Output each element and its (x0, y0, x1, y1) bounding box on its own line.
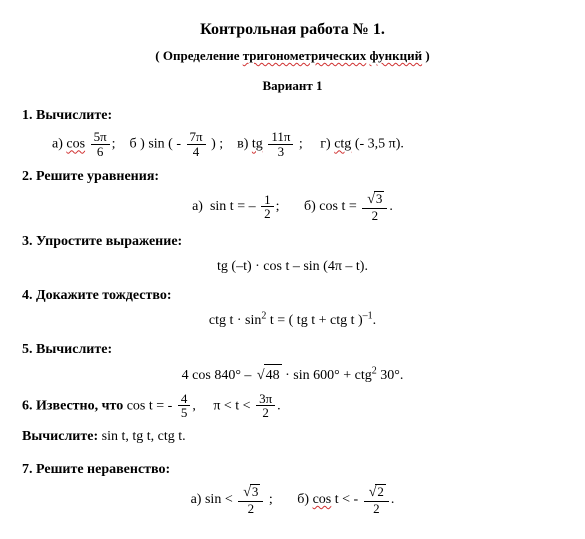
task2-b-den: 2 (362, 209, 387, 223)
task7-a-label: а) (191, 492, 202, 507)
task6-range-frac: 3π 2 (256, 392, 275, 420)
task1-b-den: 4 (187, 145, 206, 159)
variant-label: Вариант 1 (22, 76, 563, 96)
task7-b-mid: t < - (335, 492, 358, 507)
task4-left: ctg t · sin (209, 313, 262, 328)
task1-a-sep: ; (112, 136, 116, 151)
task7-b-end: . (391, 492, 395, 507)
task2-b-frac: 3 2 (362, 191, 387, 222)
task2-a-lhs: sin t = – (210, 199, 256, 214)
task2-a-den: 2 (261, 207, 274, 221)
page-title: Контрольная работа № 1. (22, 18, 563, 42)
task5-heading: 5. Вычислите: (22, 339, 563, 360)
task4-mid: t = ( tg t + ctg t ) (266, 313, 362, 328)
task7-b-num: 2 (364, 484, 389, 502)
task1-b-num: 7π (187, 130, 206, 145)
task1-a-frac: 5π 6 (91, 130, 110, 158)
task6-range-num: 3π (256, 392, 275, 407)
task7-a-num: 3 (238, 484, 263, 502)
task2-b-num: 3 (362, 191, 387, 209)
task3-expression: tg (–t) · cos t – sin (4π – t). (22, 256, 563, 277)
task1-expression: а) cos 5π 6 ; б ) sin ( - 7π 4 ) ; в) tg… (22, 130, 563, 158)
task2-a-num: 1 (261, 193, 274, 208)
task7-b-frac: 2 2 (364, 484, 389, 515)
subtitle-word-2: функций (369, 48, 422, 63)
task1-b-fn: sin (148, 136, 164, 151)
task1-c-den: 3 (268, 145, 293, 159)
page-subtitle: ( Определение тригонометрических функций… (22, 46, 563, 66)
task1-c-fn: tg (252, 136, 263, 151)
task6-heading: 6. Известно, что (22, 398, 123, 413)
task1-b-frac: 7π 4 (187, 130, 206, 158)
task1-b-open: ( - (168, 136, 181, 151)
task6-sep: , (192, 398, 196, 413)
task6-line: 6. Известно, что cos t = - 4 5 , π < t <… (22, 392, 563, 420)
task4-sup2: –1 (363, 310, 373, 321)
task7-expression: а) sin < 3 2 ; б) cos t < - 2 2 . (22, 484, 563, 515)
task1-b-label: б ) (130, 136, 145, 151)
task2-b-end: . (389, 199, 393, 214)
task6-den: 5 (178, 406, 191, 420)
task1-c-label: в) (237, 136, 248, 151)
task2-b-label: б) (304, 199, 316, 214)
task5-p1: 4 cos 840° – (182, 368, 252, 383)
task7-a-lhs: sin < (205, 492, 233, 507)
task2-b-lhs: cos t = (319, 199, 356, 214)
task1-heading: 1. Вычислите: (22, 105, 563, 126)
task4-expression: ctg t · sin2 t = ( tg t + ctg t )–1. (22, 310, 563, 331)
task6-range-end: . (277, 398, 281, 413)
task1-b-close: ) ; (211, 136, 223, 151)
task1-c-sep: ; (299, 136, 303, 151)
task6-range-lead: π < t < (213, 398, 250, 413)
task7-a-frac: 3 2 (238, 484, 263, 515)
subtitle-close: ) (425, 48, 429, 63)
task3-heading: 3. Упростите выражение: (22, 231, 563, 252)
task6-frac: 4 5 (178, 392, 191, 420)
task6-cos: cos t = - (127, 398, 173, 413)
task1-d-arg: (- 3,5 π). (355, 136, 404, 151)
task2-a-sep: ; (276, 199, 280, 214)
task5-p2: · sin 600° + ctg (285, 368, 372, 383)
task2-expression: а) sin t = – 1 2 ; б) cos t = 3 2 . (22, 191, 563, 222)
subtitle-open: ( Определение (155, 48, 239, 63)
task5-sqrt: 48 (255, 364, 282, 386)
task1-a-num: 5π (91, 130, 110, 145)
task7-a-den: 2 (238, 502, 263, 516)
task6-calc-line: Вычислите: sin t, tg t, ctg t. (22, 426, 563, 447)
task6-num: 4 (178, 392, 191, 407)
task7-b-fn: cos (313, 492, 332, 507)
task7-b-den: 2 (364, 502, 389, 516)
task1-c-num: 11π (268, 130, 293, 145)
task7-b-label: б) (297, 492, 309, 507)
task6-calc-body: sin t, tg t, ctg t. (102, 429, 186, 444)
task7-heading: 7. Решите неравенство: (22, 459, 563, 480)
task4-heading: 4. Докажите тождество: (22, 285, 563, 306)
task5-p3: 30°. (377, 368, 404, 383)
task1-a-fn: cos (66, 136, 85, 151)
task7-a-sep: ; (269, 492, 273, 507)
task1-a-label: а) (52, 136, 63, 151)
task1-d-fn: ctg (334, 136, 351, 151)
task2-a-label: а) (192, 199, 203, 214)
task1-d-label: г) (320, 136, 330, 151)
task2-heading: 2. Решите уравнения: (22, 166, 563, 187)
subtitle-word-1: тригонометрических (243, 48, 367, 63)
task5-expression: 4 cos 840° – 48 · sin 600° + ctg2 30°. (22, 364, 563, 386)
task1-a-den: 6 (91, 145, 110, 159)
task6-calc-heading: Вычислите: (22, 429, 98, 444)
task1-c-frac: 11π 3 (268, 130, 293, 158)
task6-range-den: 2 (256, 406, 275, 420)
task4-end: . (373, 313, 377, 328)
task2-a-frac: 1 2 (261, 193, 274, 221)
